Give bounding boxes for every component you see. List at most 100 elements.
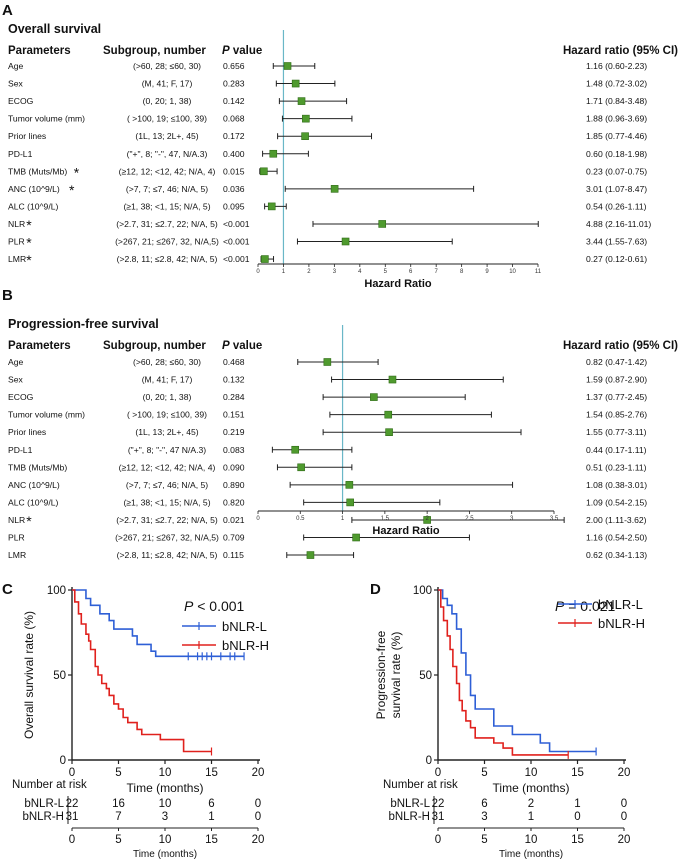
legend-label: bNLR-L (598, 597, 643, 612)
row-hazard-ratio-text: 1.55 (0.77-3.11) (586, 427, 647, 437)
significance-asterisk: * (26, 252, 32, 268)
row-subgroup: (>60, 28; ≤60, 30) (133, 61, 201, 71)
x-tick-label: 6 (409, 269, 413, 275)
row-subgroup: (M, 41; F, 17) (142, 79, 193, 89)
row-subgroup: (>2.8, 11; ≤2.8, 42; N/A, 5) (117, 254, 218, 264)
y-tick-label: 50 (419, 670, 432, 682)
risk-row-label: bNLR-H (388, 811, 430, 823)
row-parameter: Sex (8, 79, 24, 89)
row-p-value: <0.001 (223, 237, 250, 247)
forest-row: PD-L1 ("+", 8; "-", 47, N/A.3) 0.400 0.60 (… (8, 149, 647, 159)
risk-value: 1 (208, 811, 214, 823)
x-tick-label: 20 (618, 767, 631, 779)
row-hazard-ratio-text: 1.85 (0.77-4.46) (586, 131, 647, 141)
risk-axis-tick-label: 20 (618, 834, 631, 846)
significance-asterisk: * (74, 164, 80, 180)
row-hazard-ratio-text: 3.44 (1.55-7.63) (586, 237, 647, 247)
row-subgroup: ( >100, 19; ≤100, 39) (127, 410, 207, 420)
hazard-ratio-marker (352, 533, 360, 542)
row-p-value: 0.890 (223, 480, 245, 490)
row-hazard-ratio-text: 0.62 (0.34-1.13) (586, 550, 647, 560)
row-parameter: TMB (Muts/Mb) (8, 166, 67, 176)
header-p-value: P value (222, 340, 262, 352)
x-tick-label: 2 (425, 516, 429, 522)
forest-row: Age (>60, 28; ≤60, 30) 0.468 0.82 (0.47-1.4… (8, 357, 647, 367)
row-parameter: PD-L1 (8, 445, 33, 455)
row-subgroup: ( >100, 19; ≤100, 39) (127, 114, 207, 124)
x-tick-label: 1 (341, 516, 345, 522)
x-tick-label: 0 (435, 767, 441, 779)
risk-row-label: bNLR-L (24, 798, 64, 810)
legend-item-bnlr-h: bNLR-H (558, 616, 645, 631)
significance-asterisk: * (26, 235, 32, 251)
row-parameter: LMR (8, 550, 26, 560)
forest-row: Tumor volume (mm) ( >100, 19; ≤100, 39) 0.… (8, 114, 647, 124)
row-p-value: 0.083 (223, 445, 245, 455)
y-axis-title-line: survival rate (%) (389, 632, 403, 719)
forest-row: PD-L1 ("+", 8; "-", 47 N/A.3) 0.083 0.44 (0… (8, 445, 647, 455)
forest-row: ALC (10^9/L) (≥1, 38; <1, 15; N/A, 5) 0.09… (8, 201, 647, 211)
row-p-value: 0.468 (223, 357, 245, 367)
risk-value: 2 (528, 798, 534, 810)
x-tick-label: 2 (307, 269, 311, 275)
header-hazard-ratio: Hazard ratio (95% CI) (563, 340, 678, 352)
hazard-ratio-marker (385, 428, 393, 437)
row-hazard-ratio-text: 0.60 (0.18-1.98) (586, 149, 647, 159)
survival-curve-bnlr-h (438, 589, 569, 756)
header-subgroup: Subgroup, number (103, 340, 206, 352)
row-parameter: TMB (Muts/Mb) (8, 462, 67, 472)
y-axis-title: Overall survival rate (%) (22, 611, 36, 739)
forest-row: Sex (M, 41; F, 17) 0.283 1.48 (0.72-3.02) (8, 79, 647, 89)
forest-row: LMR * (>2.8, 11; ≤2.8, 42; N/A, 5) <0.001 0.… (8, 252, 647, 268)
row-subgroup: (M, 41; F, 17) (142, 375, 193, 385)
hazard-ratio-marker (323, 358, 332, 366)
risk-axis-tick-label: 10 (159, 834, 172, 846)
risk-value: 3 (481, 811, 487, 823)
row-parameter: ALC (10^9/L) (8, 201, 59, 211)
row-hazard-ratio-text: 1.16 (0.54-2.50) (586, 533, 647, 543)
hazard-ratio-marker (297, 97, 306, 105)
risk-value: 6 (481, 798, 487, 810)
legend-item-bnlr-l: bNLR-L (182, 619, 267, 634)
risk-axis-tick-label: 15 (571, 834, 584, 846)
row-hazard-ratio-text: 2.00 (1.11-3.62) (586, 515, 647, 525)
risk-axis-tick-label: 5 (115, 834, 121, 846)
forest-plot-progression-free-survival: Progression-free survival Parameters Subgr… (8, 317, 678, 560)
x-tick-label: 4 (358, 269, 362, 275)
x-tick-label: 2.5 (465, 516, 474, 522)
header-parameters: Parameters (8, 340, 71, 352)
row-subgroup: (≥12, 12; <12, 42; N/A, 4) (119, 462, 216, 472)
forest-row: Sex (M, 41; F, 17) 0.132 1.59 (0.87-2.90) (8, 375, 647, 385)
header-subgroup: Subgroup, number (103, 45, 206, 57)
row-p-value: 0.132 (223, 375, 245, 385)
forest-row: ECOG (0, 20; 1, 38) 0.142 1.71 (0.84-3.48) (8, 96, 647, 106)
row-parameter: ALC (10^9/L) (8, 497, 59, 507)
risk-value: 0 (255, 811, 261, 823)
row-hazard-ratio-text: 4.88 (2.16-11.01) (586, 219, 651, 229)
row-p-value: 0.142 (223, 96, 245, 106)
x-tick-label: 5 (115, 767, 121, 779)
section-title: Progression-free survival (8, 317, 159, 331)
header-parameters: Parameters (8, 45, 71, 57)
risk-axis-title: Time (months) (133, 849, 197, 860)
risk-axis-tick-label: 20 (252, 834, 265, 846)
row-parameter: LMR (8, 254, 26, 264)
row-subgroup: (>7, 7; ≤7, 46; N/A, 5) (126, 480, 208, 490)
row-subgroup: (>267, 21; ≤267, 32, N/A,5) (115, 237, 219, 247)
x-tick-label: 11 (535, 269, 542, 275)
forest-row: TMB (Muts/Mb) * (≥12, 12; <12, 42; N/A, 4)… (8, 164, 647, 180)
row-subgroup: (>7, 7; ≤7, 46; N/A, 5) (126, 184, 208, 194)
row-hazard-ratio-text: 0.82 (0.47-1.42) (586, 357, 647, 367)
x-axis-title: Hazard Ratio (372, 525, 440, 537)
x-tick-label: 5 (384, 269, 388, 275)
x-tick-label: 10 (525, 767, 538, 779)
significance-asterisk: * (69, 182, 75, 198)
row-parameter: Age (8, 357, 24, 367)
hazard-ratio-marker (345, 481, 354, 489)
risk-value: 16 (112, 798, 125, 810)
x-tick-label: 9 (485, 269, 489, 275)
risk-value: 0 (621, 811, 627, 823)
row-p-value: 0.036 (223, 184, 245, 194)
row-hazard-ratio-text: 1.71 (0.84-3.48) (586, 96, 647, 106)
row-parameter: Prior lines (8, 131, 46, 141)
